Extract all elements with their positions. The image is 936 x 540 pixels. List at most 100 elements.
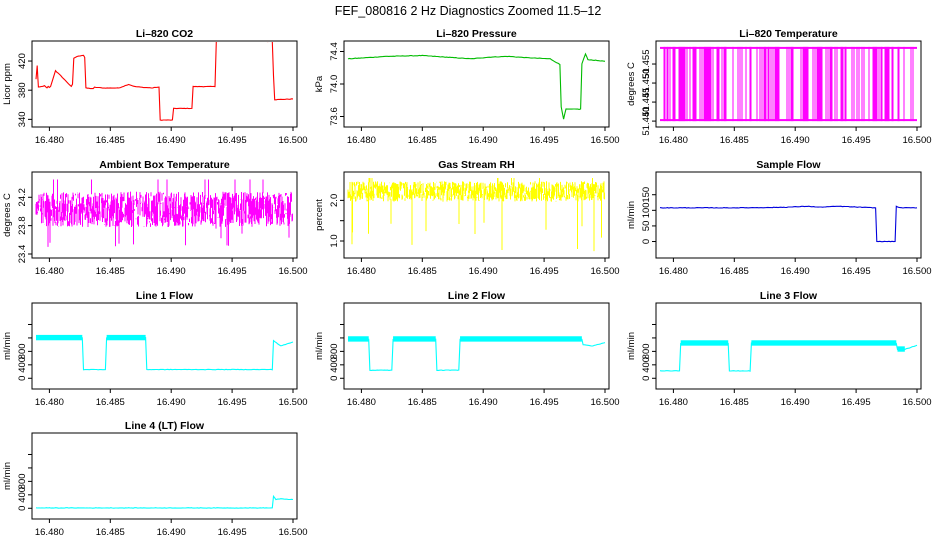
chart-panel-4: Ambient Box Temperature 16.480 16.485 16.49… [2, 159, 308, 277]
series-line [347, 338, 606, 371]
x-tick-label: 16.485 [720, 266, 749, 277]
y-tick-label: 23.4 [17, 245, 28, 264]
y-tick-label: 420 [17, 53, 28, 69]
y-tick-label: 51.445 [641, 88, 652, 117]
x-tick-label: 16.480 [35, 397, 64, 408]
series-band [106, 334, 146, 341]
x-tick-label: 16.485 [408, 135, 437, 146]
y-tick-label: 0 [641, 239, 652, 244]
chart-title: Li–820 Temperature [739, 28, 838, 40]
y-axis-label: Licor ppm [2, 63, 13, 105]
plot-frame [655, 302, 922, 390]
chart-panel-9: Line 3 Flow 16.480 16.485 16.490 16.495 16.50… [626, 290, 932, 408]
x-tick-label: 16.485 [96, 135, 125, 146]
series-line [659, 342, 918, 372]
series-band [348, 336, 369, 342]
x-tick-label: 16.480 [347, 135, 376, 146]
plot-frame [655, 171, 922, 259]
x-tick-label: 16.495 [842, 397, 871, 408]
y-axis-label: degrees C [626, 62, 637, 106]
y-tick-label: 51.440 [641, 107, 652, 136]
series-line [35, 179, 293, 247]
chart-title: Line 1 Flow [136, 290, 194, 302]
x-tick-label: 16.485 [96, 397, 125, 408]
y-tick-label: 51.455 [641, 49, 652, 78]
series-band [36, 334, 83, 341]
y-tick-label: 400 [329, 357, 340, 373]
x-tick-label: 16.490 [469, 266, 498, 277]
x-tick-label: 16.490 [157, 397, 186, 408]
x-tick-label: 16.500 [902, 397, 931, 408]
y-tick-label: 0 [329, 376, 340, 381]
plot-frame [343, 40, 610, 128]
x-tick-label: 16.500 [278, 135, 307, 146]
x-tick-label: 16.495 [530, 397, 559, 408]
series-line [347, 52, 606, 120]
x-tick-label: 16.500 [278, 397, 307, 408]
series-band [393, 336, 436, 342]
y-tick-label: 24.2 [17, 188, 28, 207]
x-tick-label: 16.485 [96, 527, 125, 538]
chart-panel-6: Sample Flow 16.480 16.485 16.490 16.495 16.50… [626, 159, 932, 277]
x-tick-label: 16.480 [659, 266, 688, 277]
y-axis-label: degrees C [2, 193, 13, 237]
x-tick-label: 16.500 [590, 135, 619, 146]
y-tick-label: 51.450 [641, 69, 652, 98]
x-tick-label: 16.480 [35, 135, 64, 146]
y-tick-label: 0 [17, 376, 28, 381]
chart-title: Line 4 (LT) Flow [125, 420, 205, 432]
x-tick-label: 16.495 [530, 266, 559, 277]
x-tick-label: 16.495 [530, 135, 559, 146]
series-line [347, 178, 605, 252]
chart-panel-3: Li–820 Temperature 16.480 16.485 16.490 16.4… [626, 28, 932, 146]
chart-title: Line 3 Flow [760, 290, 818, 302]
x-tick-label: 16.490 [781, 266, 810, 277]
x-tick-label: 16.495 [218, 397, 247, 408]
x-tick-label: 16.480 [35, 266, 64, 277]
x-tick-label: 16.480 [659, 135, 688, 146]
x-tick-label: 16.495 [218, 135, 247, 146]
y-tick-label: 1.0 [329, 234, 340, 247]
plot-frame [31, 302, 298, 390]
x-tick-label: 16.485 [720, 397, 749, 408]
chart-title: Ambient Box Temperature [99, 159, 230, 171]
x-tick-label: 16.480 [347, 397, 376, 408]
y-axis-label: ml/min [314, 332, 325, 360]
x-tick-label: 16.495 [218, 266, 247, 277]
y-tick-label: 73.6 [329, 107, 340, 126]
y-tick-label: 400 [641, 357, 652, 373]
y-tick-label: 400 [17, 487, 28, 503]
x-tick-label: 16.495 [842, 266, 871, 277]
series-line [663, 46, 914, 122]
y-tick-label: 0 [17, 506, 28, 511]
y-tick-label: 380 [17, 82, 28, 98]
y-axis-label: ml/min [626, 332, 637, 360]
series-line [35, 42, 294, 121]
y-tick-label: 50 [641, 221, 652, 232]
x-tick-label: 16.485 [96, 266, 125, 277]
chart-panel-10: Line 4 (LT) Flow 16.480 16.485 16.490 16.495… [2, 420, 308, 538]
series-line [35, 494, 294, 509]
series-band [460, 336, 582, 342]
y-axis-label: ml/min [626, 201, 637, 229]
x-tick-label: 16.500 [902, 135, 931, 146]
x-tick-label: 16.500 [278, 266, 307, 277]
y-tick-label: 74.4 [329, 42, 340, 61]
x-tick-label: 16.500 [590, 397, 619, 408]
series-band [680, 340, 729, 346]
x-tick-label: 16.485 [408, 266, 437, 277]
y-tick-label: 800 [329, 343, 340, 359]
x-tick-label: 16.490 [469, 135, 498, 146]
chart-title: Line 2 Flow [448, 290, 506, 302]
x-tick-label: 16.485 [720, 135, 749, 146]
x-tick-label: 16.485 [408, 397, 437, 408]
x-tick-label: 16.500 [590, 266, 619, 277]
x-tick-label: 16.490 [781, 135, 810, 146]
series-band [751, 340, 897, 346]
y-axis-label: ml/min [2, 462, 13, 490]
y-tick-label: 0 [641, 376, 652, 381]
figure-title: FEF_080816 2 Hz Diagnostics Zoomed 11.5–… [335, 4, 602, 18]
y-tick-label: 400 [17, 357, 28, 373]
x-tick-label: 16.490 [157, 135, 186, 146]
